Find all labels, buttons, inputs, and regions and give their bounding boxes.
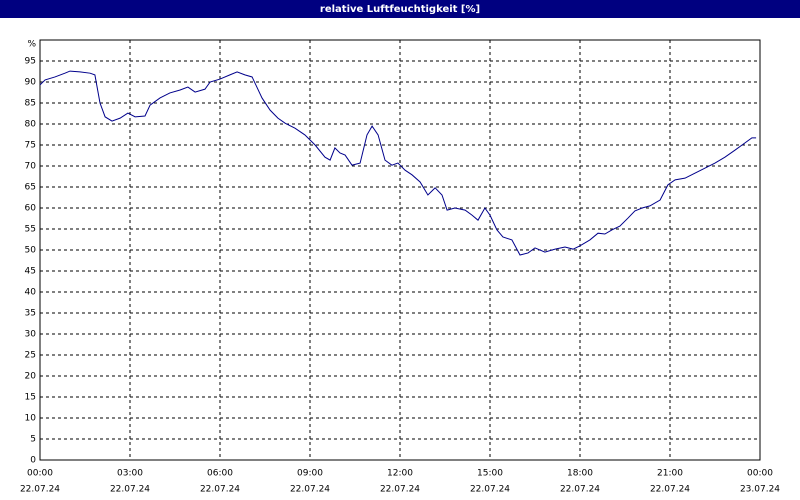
x-tick-date: 22.07.24 [470,485,510,495]
x-tick-date: 22.07.24 [290,485,330,495]
y-tick-label: 75 [25,141,36,151]
x-tick-date: 22.07.24 [20,485,60,495]
y-tick-label: 50 [25,246,37,256]
y-tick-label: 60 [25,204,37,214]
y-tick-label: 35 [25,309,36,319]
y-tick-label: 65 [25,183,36,193]
y-tick-label: 45 [25,267,36,277]
data-line [39,70,757,256]
y-tick-label: 95 [25,57,36,67]
y-tick-label: 80 [25,120,37,130]
y-tick-label: 5 [30,435,36,445]
y-tick-label: 15 [25,393,36,403]
y-tick-label: 10 [25,414,37,424]
x-tick-date: 22.07.24 [650,485,690,495]
y-tick-label: 40 [25,288,37,298]
x-tick-label: 21:00 [657,469,683,479]
x-tick-label: 12:00 [387,469,413,479]
title-bar [0,0,800,18]
x-tick-date: 22.07.24 [560,485,600,495]
x-tick-date: 22.07.24 [110,485,150,495]
x-tick-label: 15:00 [477,469,503,479]
x-tick-label: 09:00 [297,469,323,479]
x-tick-date: 23.07.24 [740,485,780,495]
y-tick-label: 70 [25,162,37,172]
y-axis-label: % [27,40,36,50]
y-tick-label: 30 [25,330,37,340]
x-tick-label: 03:00 [117,469,143,479]
x-tick-label: 18:00 [567,469,593,479]
y-tick-label: 20 [25,372,37,382]
y-tick-label: 0 [30,456,36,466]
y-tick-label: 55 [25,225,36,235]
y-tick-label: 85 [25,99,36,109]
x-tick-label: 00:00 [27,469,53,479]
x-tick-date: 22.07.24 [380,485,420,495]
x-tick-label: 06:00 [207,469,233,479]
x-tick-label: 00:00 [747,469,773,479]
x-tick-date: 22.07.24 [200,485,240,495]
y-tick-label: 90 [25,78,37,88]
y-tick-label: 25 [25,351,36,361]
chart-title: relative Luftfeuchtigkeit [%] [320,4,480,15]
